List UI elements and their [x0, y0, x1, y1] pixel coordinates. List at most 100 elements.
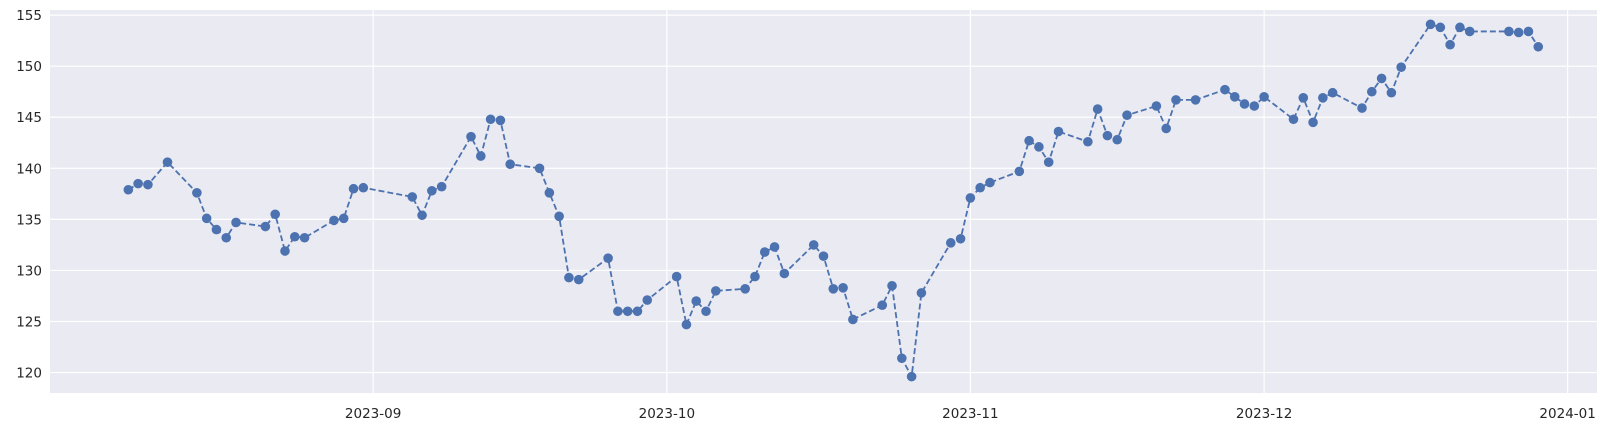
data-point	[1083, 136, 1093, 147]
data-point	[495, 115, 506, 126]
data-point	[544, 188, 555, 198]
data-point	[1053, 126, 1064, 137]
data-point	[476, 151, 486, 161]
data-point	[808, 240, 819, 250]
data-point	[1112, 134, 1123, 145]
data-point	[1034, 142, 1044, 152]
data-point	[622, 306, 633, 317]
data-point	[906, 371, 917, 382]
data-point	[975, 182, 985, 193]
data-point	[1259, 92, 1269, 102]
data-point	[613, 306, 623, 317]
data-point	[1396, 62, 1406, 72]
data-point	[1513, 27, 1524, 38]
data-point	[358, 182, 369, 193]
data-point	[162, 157, 173, 167]
data-point	[554, 211, 564, 222]
data-point	[897, 353, 907, 364]
data-point	[338, 213, 349, 224]
data-point	[740, 284, 750, 294]
data-point	[1161, 123, 1171, 134]
data-point	[1092, 104, 1103, 114]
data-point	[289, 231, 300, 242]
data-point	[1024, 135, 1034, 146]
data-point	[701, 306, 711, 317]
data-point	[1122, 110, 1132, 120]
data-point	[143, 179, 153, 190]
data-point	[417, 210, 427, 221]
data-point	[1464, 26, 1475, 37]
y-tick-label: 135	[16, 212, 42, 228]
y-tick-label: 155	[16, 8, 42, 24]
data-point	[1229, 92, 1240, 102]
data-point	[534, 163, 545, 174]
data-point	[681, 319, 692, 330]
y-tick-labels: 120 125 130 135 140 145 150 155	[16, 8, 42, 381]
data-point	[466, 131, 476, 142]
data-point	[1171, 95, 1181, 105]
data-point	[769, 242, 780, 252]
data-point	[1327, 87, 1338, 98]
data-point	[750, 271, 760, 282]
data-point	[642, 295, 653, 305]
data-point	[201, 213, 212, 224]
data-point	[985, 177, 995, 188]
y-tick-label: 145	[16, 110, 42, 126]
series-markers	[123, 19, 1544, 382]
data-point	[955, 233, 966, 244]
data-point	[759, 247, 770, 257]
x-tick-labels: 2023-09 2023-10 2023-11 2023-12 2024-01	[345, 406, 1596, 422]
data-point	[485, 114, 496, 125]
data-point	[1533, 41, 1544, 52]
data-point	[1190, 95, 1201, 105]
x-tick-label: 2023-11	[942, 406, 998, 422]
data-point	[329, 215, 339, 226]
y-tick-label: 130	[16, 263, 42, 279]
data-point	[260, 221, 271, 232]
data-point	[270, 209, 281, 220]
data-point	[231, 217, 241, 228]
data-point	[1367, 86, 1377, 97]
data-point	[916, 288, 927, 298]
data-point	[505, 159, 515, 170]
data-point	[1318, 93, 1328, 103]
series-line	[127, 23, 1540, 380]
data-point	[1102, 130, 1113, 141]
data-point	[1445, 39, 1455, 50]
data-point	[1376, 73, 1387, 84]
data-point	[887, 280, 897, 291]
data-point	[1504, 26, 1514, 37]
data-point	[564, 272, 574, 283]
data-point	[1308, 117, 1318, 128]
data-point	[691, 296, 702, 306]
data-point	[1043, 157, 1054, 167]
data-point	[838, 283, 848, 293]
x-tick-label: 2023-10	[639, 406, 695, 422]
x-tick-label: 2023-09	[345, 406, 401, 422]
data-point	[828, 284, 839, 294]
data-point	[1386, 87, 1397, 98]
data-point	[211, 224, 222, 235]
data-point	[1455, 22, 1465, 33]
data-point	[848, 314, 858, 325]
data-point	[603, 253, 613, 263]
data-point	[348, 183, 359, 194]
data-point	[280, 246, 290, 256]
data-point	[1014, 166, 1025, 177]
data-point	[1523, 26, 1534, 37]
y-tick-label: 150	[16, 59, 42, 75]
data-point	[818, 251, 829, 261]
data-point	[221, 232, 232, 243]
data-point	[573, 274, 584, 285]
data-point	[299, 232, 310, 243]
data-point	[945, 238, 956, 248]
y-tick-label: 140	[16, 161, 42, 177]
data-point	[1288, 114, 1299, 125]
x-tick-label: 2024-01	[1539, 406, 1595, 422]
data-point	[123, 184, 134, 195]
data-point	[1220, 84, 1230, 95]
data-point	[192, 188, 202, 198]
data-point	[1357, 103, 1367, 113]
data-point	[779, 268, 790, 279]
